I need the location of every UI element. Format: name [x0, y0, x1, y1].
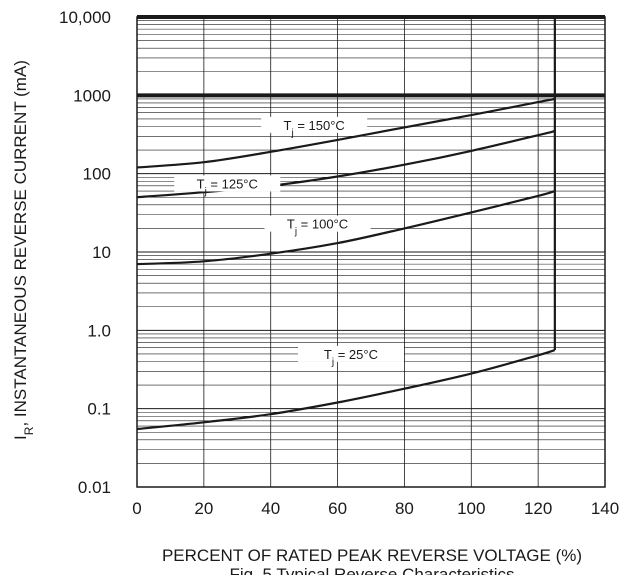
curves: [136, 97, 556, 431]
x-tick-label: 100: [457, 499, 485, 518]
x-tick-label: 40: [261, 499, 280, 518]
series-label: Tj = 150°C: [284, 118, 345, 139]
series-line: [136, 97, 556, 169]
y-tick-label: 100: [83, 165, 111, 184]
series-label-bg: [174, 175, 281, 192]
x-tick-label: 140: [591, 499, 619, 518]
figure-caption: Fig. 5 Typical Reverse Characteristics: [229, 565, 514, 575]
grid: [136, 15, 606, 488]
y-tick-label: 10: [92, 243, 111, 262]
x-tick-label: 80: [395, 499, 414, 518]
y-tick-labels: 0.01 0.1 1.0 10 100 1000 10,000: [59, 8, 111, 497]
y-tick-label: 10,000: [59, 8, 111, 27]
x-tick-label: 20: [194, 499, 213, 518]
series-label: Tj = 125°C: [197, 176, 258, 197]
x-axis-label: PERCENT OF RATED PEAK REVERSE VOLTAGE (%…: [162, 546, 582, 565]
curve-labels: Tj = 150°C Tj = 125°C Tj = 100°C Tj = 25°C: [174, 116, 404, 368]
y-axis-label: IR, INSTANTANEOUS REVERSE CURRENT (mA): [11, 60, 36, 440]
x-tick-label: 0: [132, 499, 141, 518]
series-label-bg: [297, 345, 404, 362]
y-tick-label: 0.01: [78, 478, 111, 497]
x-tick-labels: 0 20 40 60 80 100 120 140: [132, 499, 619, 518]
series-line: [136, 129, 556, 199]
series-label: Tj = 100°C: [287, 217, 348, 238]
series-line: [136, 189, 556, 266]
y-axis-label-sub: R: [22, 426, 36, 435]
x-tick-label: 60: [328, 499, 347, 518]
y-axis-label-symbol: I: [11, 435, 30, 440]
series-label-bg: [264, 215, 371, 232]
y-axis-label-rest: , INSTANTANEOUS REVERSE CURRENT (mA): [11, 60, 30, 426]
y-tick-label: 0.1: [87, 400, 111, 419]
plot-frame: [136, 16, 606, 488]
y-tick-label: 1000: [73, 86, 111, 105]
series-label-bg: [261, 116, 368, 133]
x-tick-label: 120: [524, 499, 552, 518]
series-line: [136, 349, 556, 431]
series-label: Tj = 25°C: [324, 347, 378, 368]
y-tick-label: 1.0: [87, 321, 111, 340]
